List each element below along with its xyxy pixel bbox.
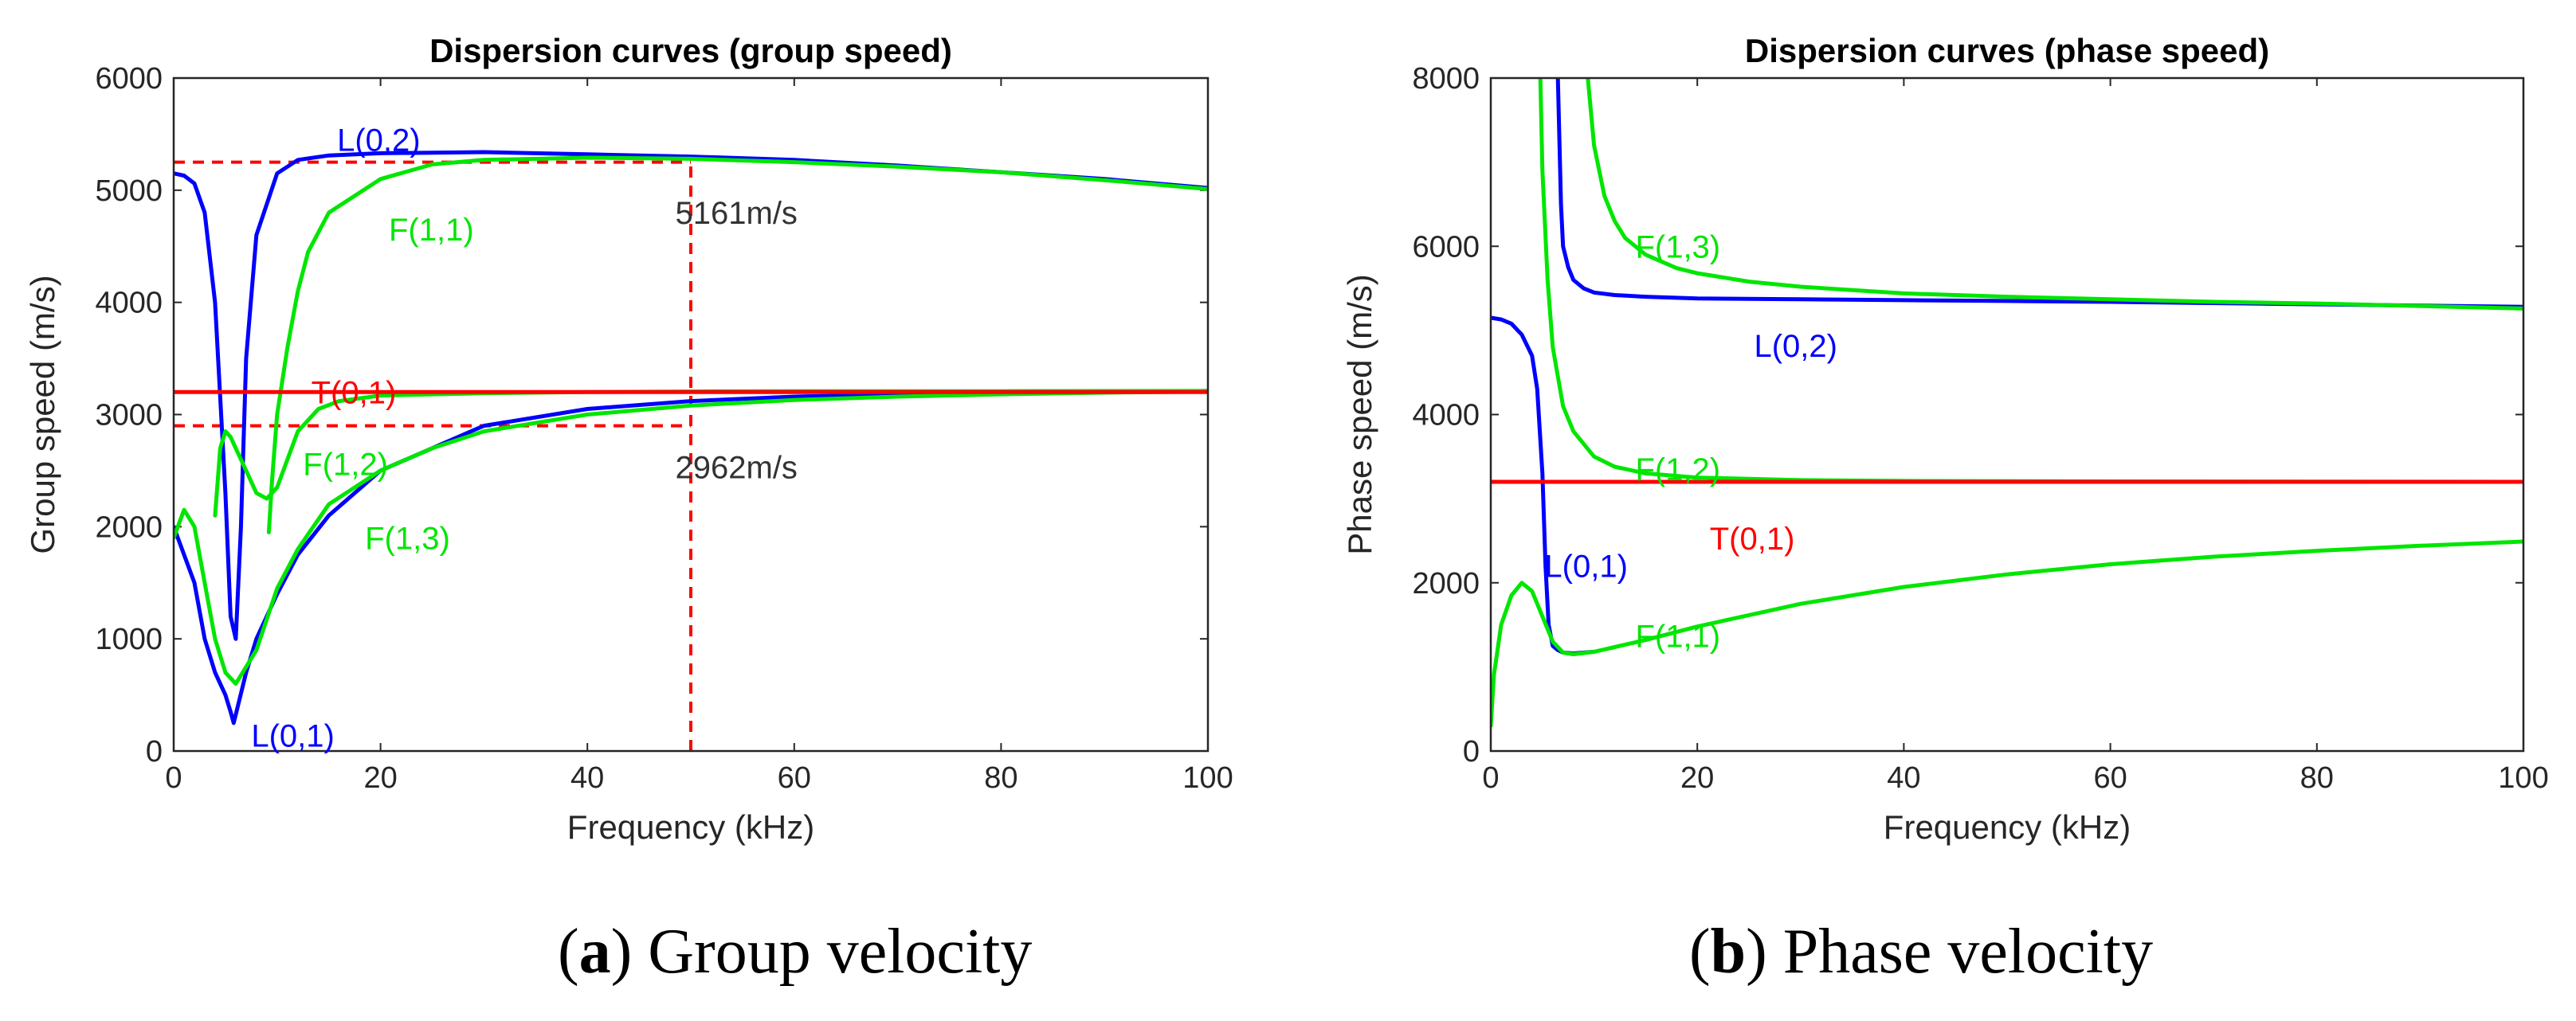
y-tick-label: 4000 [1412,399,1480,432]
x-tick-label: 40 [570,761,604,795]
axes-frame [1489,76,2525,753]
annotation-2962m-s: 2962m/s [676,451,798,486]
y-tick-label: 2000 [1412,567,1480,600]
x-tick-label: 0 [1482,761,1499,795]
series-l-0-1 [174,389,1208,726]
annotation-f-1-1: F(1,1) [1635,619,1720,654]
annotation-l-0-2: L(0,2) [337,123,420,158]
y-tick-label: 0 [1463,735,1480,769]
y-axis-label: Group speed (m/s) [24,275,61,554]
annotation-l-0-1: L(0,1) [1544,550,1628,585]
y-tick-label: 8000 [1412,62,1480,96]
caption-b: (b) Phase velocity [1689,917,2154,987]
caption-a: (a) Group velocity [558,917,1033,987]
x-tick-label: 100 [1182,761,1233,795]
caption-b-text: Phase velocity [1782,917,2154,987]
annotation-f-1-3: F(1,3) [365,521,450,556]
x-tick-label: 80 [2300,761,2334,795]
annotation-l-0-2: L(0,2) [1754,329,1837,364]
x-tick-label: 60 [778,761,811,795]
y-axis-label: Phase speed (m/s) [1341,274,1378,555]
x-axis-label: Frequency (kHz) [1884,808,2131,846]
plot-lines [1491,78,2523,728]
x-tick-label: 40 [1887,761,1920,795]
series-l-0-2 [1555,78,2523,309]
x-tick-label: 20 [363,761,397,795]
series-f-1-1 [1491,539,2523,728]
group-speed-chart: 0 20 40 60 80 1000100020003000400050006000L(0… [24,32,1233,846]
caption-a-letter: a [578,917,611,987]
annotation-f-1-1: F(1,1) [389,213,474,248]
annotation-l-0-1: L(0,1) [251,718,335,753]
series-f-1-3 [1586,78,2523,311]
y-tick-label: 4000 [95,287,163,320]
annotation-f-1-2: F(1,2) [303,447,388,482]
caption-a-text: Group velocity [648,917,1033,987]
caption-b-letter: b [1710,917,1747,987]
y-tick-label: 6000 [95,62,163,96]
y-tick-label: 0 [146,735,163,769]
annotation-f-1-2: F(1,2) [1635,452,1720,487]
x-axis-label: Frequency (kHz) [567,808,814,846]
annotation-t-0-1: T(0,1) [312,375,397,410]
x-tick-label: 0 [165,761,182,795]
axes-frame [172,76,1210,753]
annotation-5161m-s: 5161m/s [676,196,798,231]
series-f-1-1 [174,389,1208,686]
y-tick-label: 3000 [95,399,163,432]
x-tick-label: 80 [984,761,1017,795]
chart-title: Dispersion curves (group speed) [429,32,952,69]
y-tick-label: 1000 [95,623,163,656]
plot-lines [174,150,1208,751]
chart-title: Dispersion curves (phase speed) [1745,32,2269,69]
y-tick-label: 5000 [95,174,163,208]
y-tick-label: 2000 [95,510,163,544]
x-tick-label: 60 [2093,761,2127,795]
x-tick-label: 100 [2498,761,2548,795]
plot-area [1491,78,2523,751]
y-tick-label: 6000 [1412,230,1480,264]
annotation-f-1-3: F(1,3) [1635,229,1720,264]
phase-speed-chart: 0 20 40 60 80 100 0 2000 4000 6000 8000 F(1,3) L(0,2… [1341,32,2549,846]
annotation-t-0-1: T(0,1) [1710,522,1795,557]
series-f-1-3 [266,155,1208,534]
x-tick-label: 20 [1680,761,1714,795]
